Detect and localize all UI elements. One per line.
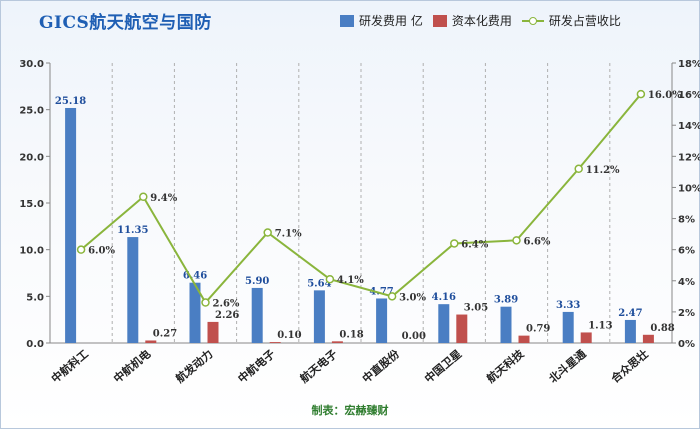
data-label-ratio: 3.0% [399, 292, 426, 303]
data-label-cap: 3.05 [464, 303, 488, 314]
x-tick-label: 中航电子 [235, 347, 278, 386]
legend-label-ratio: 研发占营收比 [548, 14, 621, 28]
bar-rd [562, 311, 574, 343]
legend: 研发费用 亿 资本化费用 研发占营收比 [340, 12, 631, 29]
data-label-ratio: 6.6% [524, 236, 551, 247]
y-right-tick-label: 6% [678, 246, 695, 257]
data-label-ratio: 9.4% [150, 193, 177, 204]
bar-cap [331, 341, 343, 343]
ratio-line [80, 93, 642, 305]
data-label-ratio: 2.6% [213, 299, 240, 310]
data-label-cap: 0.18 [339, 329, 363, 340]
y-left-tick-label: 10.0 [19, 246, 44, 257]
ratio-point [139, 192, 148, 202]
y-right-tick-label: 8% [678, 215, 695, 226]
y-right-tick-label: 0% [678, 339, 695, 350]
data-label-rd: 2.47 [618, 308, 642, 319]
x-tick-label: 航发动力 [173, 347, 216, 386]
y-left-tick-label: 30.0 [19, 59, 44, 70]
bar-rd [500, 306, 512, 343]
y-left-tick-label: 25.0 [19, 106, 44, 117]
y-left-tick-label: 5.0 [26, 292, 44, 303]
x-tick-label: 中航机电 [111, 347, 154, 386]
data-label-ratio: 6.0% [88, 246, 115, 257]
y-right-tick-label: 4% [678, 277, 695, 288]
data-label-cap: 2.26 [215, 310, 239, 321]
data-label-cap: 1.13 [588, 320, 612, 331]
legend-label-cap: 资本化费用 [451, 14, 512, 28]
y-left-tick-label: 20.0 [19, 152, 44, 163]
data-label-rd: 6.46 [183, 271, 207, 282]
ratio-point [325, 274, 335, 284]
footer-credit: 制表：宏赫臻财 [311, 404, 389, 417]
bar-cap [269, 342, 281, 343]
bar-cap [456, 314, 468, 343]
data-label-ratio: 7.1% [275, 229, 302, 240]
legend-swatch-ratio [521, 15, 544, 27]
bar-rd [313, 290, 325, 343]
data-label-ratio: 11.2% [586, 165, 620, 176]
ratio-point [387, 292, 397, 301]
data-label-ratio: 4.1% [337, 275, 364, 286]
x-tick-label: 航天电子 [297, 347, 340, 386]
legend-item-ratio: 研发占营收比 [521, 12, 621, 29]
bar-cap [207, 321, 219, 343]
ratio-point [263, 228, 272, 237]
bar-cap [580, 332, 592, 343]
data-label-rd: 4.16 [432, 292, 456, 303]
data-label-cap: 0.88 [650, 323, 674, 334]
bar-rd [376, 298, 388, 343]
ratio-point [512, 236, 521, 245]
x-tick-label: 合众思壮 [608, 347, 651, 386]
data-label-rd: 5.90 [245, 276, 269, 287]
data-label-rd: 4.77 [369, 286, 393, 297]
ratio-point [636, 89, 646, 99]
y-right-tick-label: 14% [678, 121, 700, 132]
bar-rd [624, 319, 636, 343]
ratio-point [574, 164, 583, 174]
bar-rd [189, 282, 201, 343]
x-tick-label: 中国卫星 [422, 347, 465, 386]
data-label-rd: 11.35 [117, 225, 148, 236]
ratio-point [450, 239, 459, 248]
x-tick-label: 北斗星通 [546, 347, 589, 386]
legend-label-rd: 研发费用 亿 [359, 14, 423, 28]
ratio-point [76, 245, 86, 254]
y-right-tick-label: 2% [678, 308, 695, 319]
chart-title: GICS航天航空与国防 [39, 13, 212, 33]
data-label-rd: 5.64 [307, 278, 331, 289]
bar-cap [145, 340, 157, 343]
data-label-rd: 25.18 [55, 96, 86, 107]
x-tick-label: 中航科工 [48, 347, 91, 386]
x-tick-label: 中直股份 [359, 346, 402, 386]
y-right-tick-label: 16% [678, 90, 700, 101]
bar-cap [518, 335, 530, 343]
y-right-tick-label: 12% [678, 152, 700, 163]
y-left-tick-label: 15.0 [19, 199, 44, 210]
data-label-cap: 0.79 [526, 324, 550, 335]
data-label-cap: 0.10 [277, 330, 301, 341]
data-label-ratio: 16.0% [648, 90, 682, 101]
bar-rd [65, 107, 77, 343]
x-tick-label: 航天科技 [484, 346, 527, 386]
bar-rd [251, 287, 263, 343]
legend-swatch-rd [340, 14, 354, 27]
bar-rd [438, 304, 450, 343]
data-label-cap: 0.00 [402, 331, 426, 342]
bar-cap [642, 334, 654, 343]
y-right-tick-label: 18% [678, 59, 700, 70]
data-label-rd: 3.33 [556, 300, 580, 311]
data-label-cap: 0.27 [153, 328, 177, 339]
y-left-tick-label: 0.0 [26, 339, 44, 350]
data-label-ratio: 6.4% [461, 239, 488, 250]
bar-rd [127, 237, 139, 343]
legend-item-rd: 研发费用 亿 [340, 12, 423, 29]
ratio-point [201, 298, 210, 307]
legend-swatch-cap [432, 14, 447, 27]
legend-item-cap: 资本化费用 [432, 12, 512, 29]
y-right-tick-label: 10% [678, 183, 700, 194]
data-label-rd: 3.89 [494, 295, 518, 306]
